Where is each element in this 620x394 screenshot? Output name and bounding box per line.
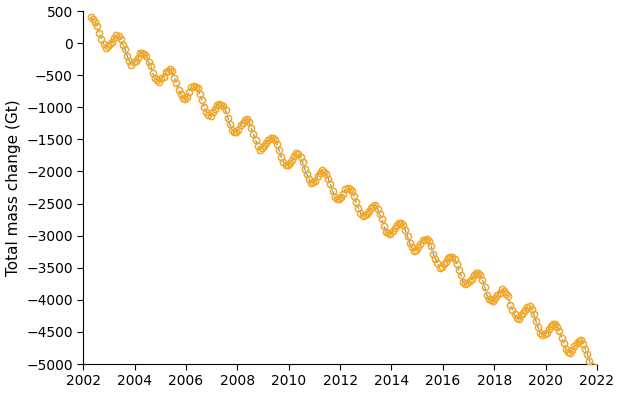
Y-axis label: Total mass change (Gt): Total mass change (Gt) — [6, 99, 20, 276]
